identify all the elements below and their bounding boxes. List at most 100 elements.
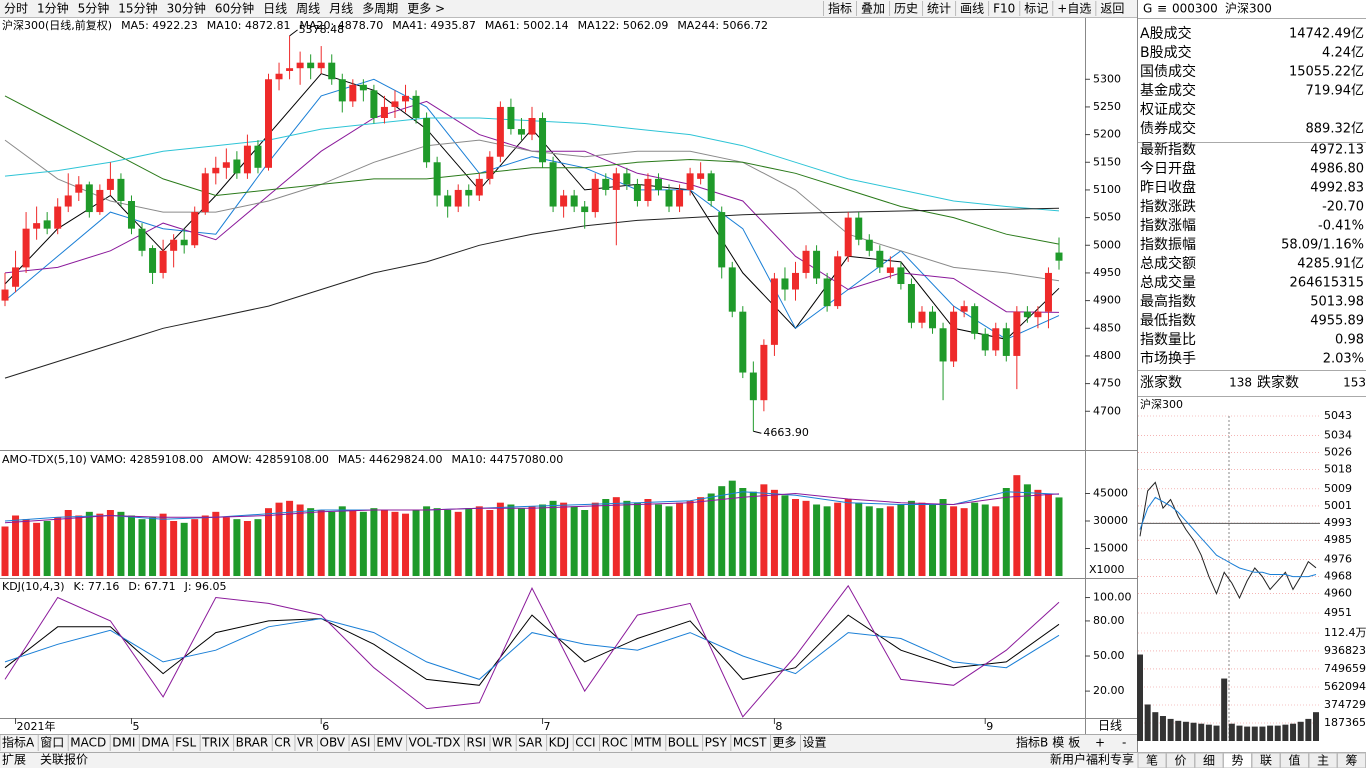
quote-label: 最新指数: [1140, 142, 1196, 158]
tool-button[interactable]: 指标: [828, 1, 852, 16]
y-tick-label: 936823: [1324, 644, 1366, 657]
breadth-value: 153: [1343, 376, 1366, 390]
indicator-tab[interactable]: MACD: [70, 736, 106, 750]
tool-button[interactable]: F10: [993, 2, 1015, 16]
indicator-tab[interactable]: FSL: [175, 736, 196, 750]
volume-bar: [739, 488, 747, 576]
tool-button[interactable]: 历史: [894, 2, 918, 16]
series-line: [4, 78, 1060, 340]
high-annotation: 5378.48: [299, 23, 345, 36]
volume-bar: [222, 517, 230, 576]
zoom-button[interactable]: +: [1095, 736, 1105, 750]
indicator-tab[interactable]: VOL-TDX: [409, 736, 461, 750]
side-tab[interactable]: 笔: [1146, 753, 1158, 768]
indicator-tab[interactable]: 设置: [803, 736, 827, 750]
side-tab[interactable]: 筹: [1345, 754, 1357, 768]
indicator-tab[interactable]: MCST: [733, 736, 767, 750]
tool-button[interactable]: 叠加: [861, 2, 885, 16]
side-tab[interactable]: 联: [1260, 754, 1272, 768]
indicator-tab[interactable]: EMV: [376, 736, 403, 750]
intraday-volume: [1137, 654, 1143, 741]
volume-bar: [560, 502, 568, 576]
quote-label: 最低指数: [1140, 313, 1196, 329]
indicator-tab[interactable]: SAR: [518, 736, 542, 750]
candle-body: [254, 145, 262, 168]
indicator-tab[interactable]: BRAR: [236, 736, 269, 750]
tool-button[interactable]: 标记: [1024, 2, 1048, 16]
indicator-tab[interactable]: TRIX: [201, 736, 229, 750]
candle-body: [960, 306, 968, 312]
side-tab[interactable]: 势: [1231, 754, 1243, 768]
indicator-tab[interactable]: KDJ: [549, 736, 570, 750]
tool-button[interactable]: +自选: [1057, 2, 1091, 16]
indicator-tab[interactable]: OBV: [320, 736, 346, 750]
volume-bar: [654, 504, 662, 576]
indicator-tab[interactable]: DMA: [141, 736, 170, 750]
status-ad[interactable]: 新用户福利专享: [1050, 752, 1134, 767]
zoom-button[interactable]: -: [1122, 736, 1126, 750]
volume-bar: [423, 506, 431, 576]
side-tab[interactable]: 主: [1317, 754, 1329, 768]
period-tab[interactable]: 多周期: [362, 2, 398, 16]
period-tab[interactable]: 日线: [263, 2, 287, 16]
volume-bar: [823, 506, 831, 576]
menu-icon[interactable]: ≡: [1157, 2, 1167, 16]
indicator-tab[interactable]: 模: [1052, 736, 1064, 750]
indicator-tab[interactable]: 更多: [773, 736, 797, 750]
indicator-tab[interactable]: RSI: [467, 736, 487, 750]
series-line: [4, 614, 1060, 686]
legend-entry: J: 96.05: [184, 580, 227, 593]
indicator-tab[interactable]: 指标A: [2, 735, 35, 750]
indicator-tab[interactable]: CR: [274, 736, 291, 750]
indicator-tab[interactable]: 指标B: [1016, 735, 1048, 750]
quote-value: 4972.13: [1310, 143, 1364, 158]
indicator-tab[interactable]: CCI: [575, 736, 595, 750]
candle-body: [444, 195, 452, 207]
period-tab[interactable]: 更多 >: [407, 2, 445, 16]
intraday-volume: [1305, 718, 1312, 741]
indicator-tab[interactable]: ROC: [602, 736, 628, 750]
series-line: [4, 618, 1060, 680]
volume-bar: [855, 502, 863, 576]
period-tab[interactable]: 60分钟: [215, 1, 254, 16]
volume-bar: [370, 508, 378, 576]
indicator-tab[interactable]: VR: [297, 736, 314, 750]
period-tab[interactable]: 分时: [4, 2, 28, 16]
period-tab[interactable]: 5分钟: [78, 1, 110, 16]
tool-button[interactable]: 画线: [960, 2, 984, 16]
indicator-tab[interactable]: BOLL: [668, 736, 699, 750]
volume-bar: [539, 504, 547, 576]
candle-body: [328, 62, 336, 80]
candle-body: [486, 156, 494, 179]
candle-body: [907, 284, 915, 323]
status-item[interactable]: 关联报价: [40, 752, 88, 767]
indicator-tab[interactable]: ASI: [351, 736, 370, 750]
indicator-tab[interactable]: 板: [1068, 736, 1080, 750]
y-tick-label: 562094: [1324, 680, 1366, 693]
volume-bar: [286, 500, 294, 576]
candle-body: [802, 250, 810, 273]
legend-entry: MA20: 4878.70: [300, 19, 384, 32]
indicator-tab[interactable]: DMI: [112, 736, 135, 750]
volume-bar: [886, 506, 894, 576]
candle-body: [918, 311, 926, 323]
period-tab[interactable]: 15分钟: [118, 1, 157, 16]
indicator-tab[interactable]: 窗口: [40, 736, 64, 750]
side-tab[interactable]: 细: [1203, 754, 1215, 768]
side-tab[interactable]: 价: [1174, 754, 1186, 768]
indicator-tab[interactable]: MTM: [634, 736, 662, 750]
status-item[interactable]: 扩展: [2, 753, 26, 767]
period-tab[interactable]: 1分钟: [37, 1, 69, 16]
y-tick-label: 4985: [1324, 533, 1352, 546]
indicator-tab[interactable]: PSY: [705, 736, 728, 750]
candle-body: [496, 106, 504, 157]
period-tab[interactable]: 月线: [329, 2, 353, 16]
period-tab[interactable]: 30分钟: [167, 1, 206, 16]
tool-button[interactable]: 返回: [1100, 2, 1124, 16]
volume-bar: [12, 515, 20, 576]
x-tick-label: 6: [322, 720, 329, 733]
period-tab[interactable]: 周线: [296, 2, 320, 16]
tool-button[interactable]: 统计: [927, 2, 951, 16]
side-tab[interactable]: 值: [1288, 753, 1300, 768]
indicator-tab[interactable]: WR: [492, 736, 512, 750]
